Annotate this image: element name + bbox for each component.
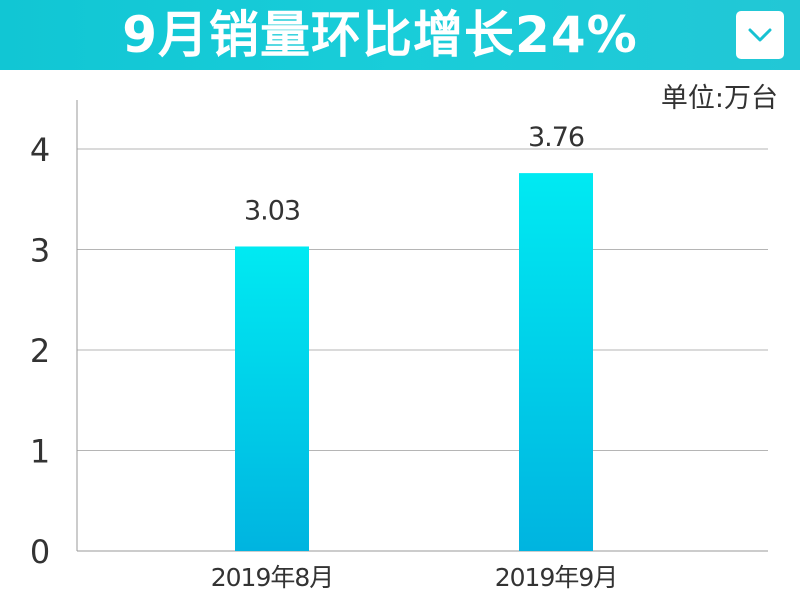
y-tick-label: 1 xyxy=(30,433,50,471)
x-tick-labels: 2019年8月 2019年9月 xyxy=(211,563,619,592)
bar-1 xyxy=(235,246,309,552)
y-tick-labels: 0 1 2 3 4 xyxy=(30,131,50,571)
x-tick-label: 2019年9月 xyxy=(495,563,618,592)
data-label: 3.76 xyxy=(528,122,584,153)
y-tick-label: 4 xyxy=(30,131,50,169)
chevron-down-icon xyxy=(748,28,772,42)
y-tick-label: 2 xyxy=(30,332,50,370)
bar-2 xyxy=(519,173,593,551)
unit-label: 单位:万台 xyxy=(660,83,778,114)
page-title: 9月销量环比增长24% xyxy=(122,6,638,64)
y-tick-label: 3 xyxy=(30,232,50,270)
expand-dropdown-button[interactable] xyxy=(736,11,784,59)
data-label: 3.03 xyxy=(244,195,300,226)
title-banner: 9月销量环比增长24% xyxy=(0,0,800,70)
data-labels: 3.03 3.76 xyxy=(244,122,585,226)
grid-lines xyxy=(77,148,768,451)
bars xyxy=(235,173,593,552)
axes xyxy=(76,100,768,552)
x-tick-label: 2019年8月 xyxy=(211,563,334,592)
y-tick-label: 0 xyxy=(30,533,50,571)
